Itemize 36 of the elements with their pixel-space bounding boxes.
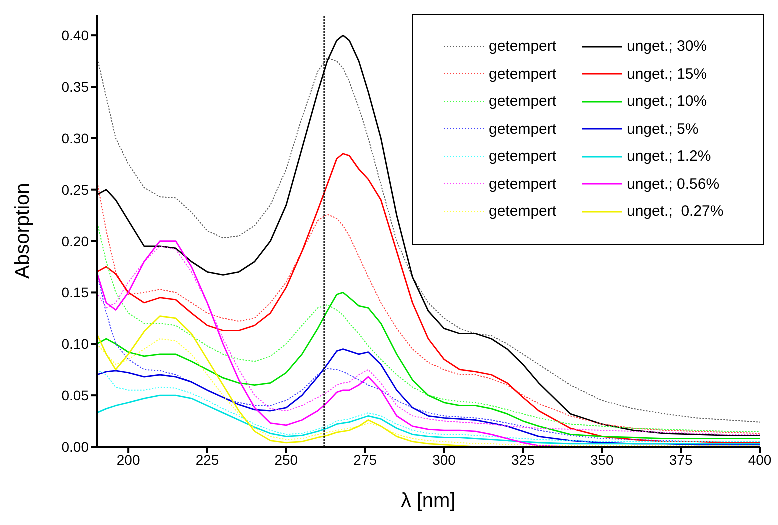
y-tick-label: 0.00 bbox=[62, 438, 90, 455]
x-tick-label: 400 bbox=[748, 452, 772, 468]
y-tick-label: 0.30 bbox=[62, 130, 90, 146]
x-tick-label: 250 bbox=[274, 452, 298, 468]
legend-label: unget.; 10% bbox=[627, 93, 708, 110]
y-tick-label: 0.15 bbox=[62, 284, 90, 301]
legend-label: getempert bbox=[489, 120, 557, 138]
legend-label: unget.; 1.2% bbox=[627, 148, 712, 166]
y-axis-title: Absorption bbox=[12, 183, 34, 279]
y-tick-label: 0.05 bbox=[62, 388, 90, 404]
x-tick-label: 375 bbox=[669, 452, 693, 468]
legend-label: getempert bbox=[489, 203, 557, 220]
legend-label: getempert bbox=[489, 93, 557, 110]
legend-label: unget.; 0.27% bbox=[627, 203, 724, 220]
legend-label: unget.; 30% bbox=[627, 38, 708, 56]
x-tick-label: 350 bbox=[590, 452, 614, 468]
legend-label: getempert bbox=[489, 176, 557, 193]
line-series bbox=[97, 369, 760, 442]
y-tick-label: 0.35 bbox=[62, 78, 90, 95]
x-tick-label: 200 bbox=[116, 452, 140, 468]
legend-label: unget.; 15% bbox=[627, 66, 708, 83]
legend-label: getempert bbox=[489, 38, 557, 56]
x-tick-label: 300 bbox=[432, 452, 456, 468]
x-tick-label: 225 bbox=[196, 452, 220, 468]
x-tick-label: 275 bbox=[354, 452, 378, 468]
legend-label: unget.; 5% bbox=[627, 120, 699, 138]
y-tick-label: 0.10 bbox=[62, 336, 90, 352]
legend-label: getempert bbox=[489, 148, 557, 166]
legend-label: unget.; 0.56% bbox=[627, 176, 720, 193]
y-tick-label: 0.20 bbox=[62, 233, 90, 250]
line-series bbox=[97, 394, 760, 445]
x-axis-title: λ [nm] bbox=[401, 490, 456, 512]
y-tick-label: 0.40 bbox=[62, 28, 90, 44]
x-tick-label: 325 bbox=[512, 452, 536, 468]
legend-label: getempert bbox=[489, 66, 557, 83]
y-tick-label: 0.25 bbox=[62, 182, 90, 198]
